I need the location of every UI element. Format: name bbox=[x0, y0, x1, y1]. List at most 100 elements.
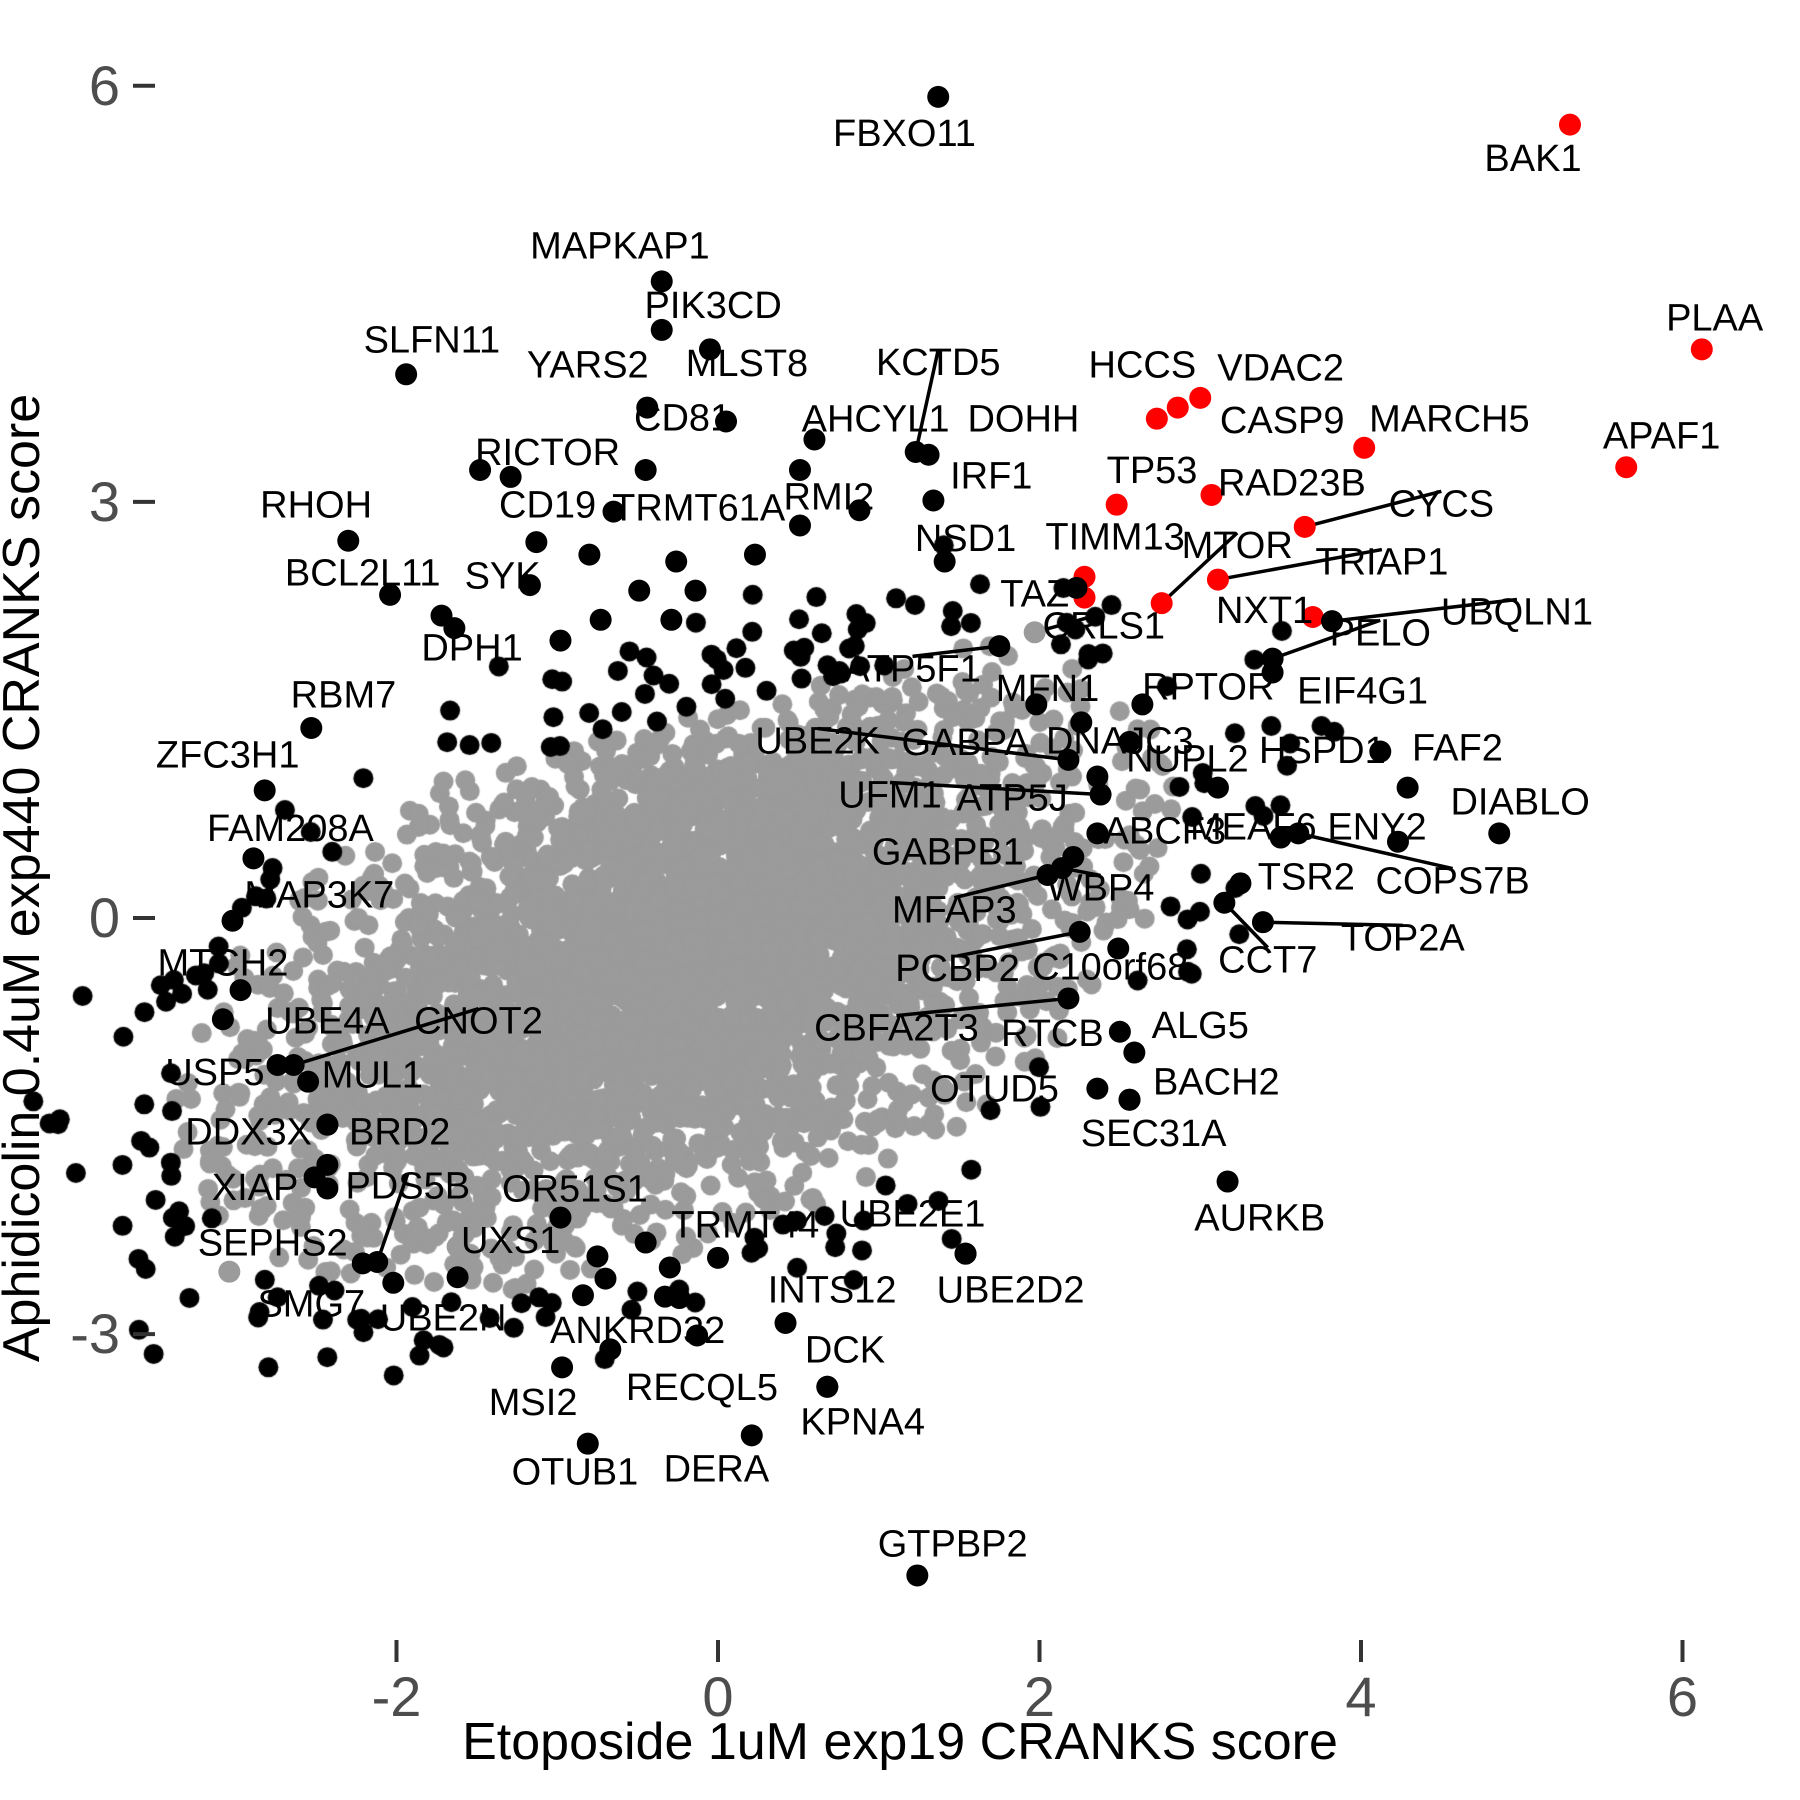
gene-label-UXS1: UXS1 bbox=[461, 1220, 560, 1262]
gene-point-MARCH5 bbox=[1353, 436, 1376, 459]
gene-label-ALG5: ALG5 bbox=[1152, 1005, 1249, 1047]
gene-label-OTUD5: OTUD5 bbox=[930, 1069, 1059, 1111]
gene-label-MTOR: MTOR bbox=[1182, 525, 1293, 567]
gene-point-VDAC2 bbox=[1189, 386, 1212, 409]
gene-point-MFAP3 bbox=[1036, 864, 1059, 887]
gene-label-NSD1: NSD1 bbox=[915, 518, 1016, 560]
gene-point-TP53 bbox=[1105, 493, 1128, 516]
gene-point-NSD1 bbox=[933, 550, 956, 573]
gene-label-ATP5J: ATP5J bbox=[957, 777, 1068, 819]
gene-point-CYCS bbox=[1293, 515, 1316, 538]
extra-point-12 bbox=[589, 608, 612, 631]
extra-point-6 bbox=[665, 550, 688, 573]
gene-label-ZFC3H1: ZFC3H1 bbox=[156, 734, 300, 776]
gene-label-PCBP2: PCBP2 bbox=[895, 948, 1020, 990]
gene-point-ANKRD32 bbox=[599, 1338, 622, 1361]
gene-point-DNAJC3 bbox=[1118, 730, 1141, 753]
gene-point-SMG7 bbox=[351, 1252, 374, 1275]
gene-label-HCCS: HCCS bbox=[1089, 345, 1197, 387]
leader-line-MTOR bbox=[1160, 531, 1239, 605]
leader-line-MFAP3 bbox=[953, 873, 1048, 900]
extra-point-14 bbox=[518, 574, 541, 597]
gene-label-MAPKAP1: MAPKAP1 bbox=[530, 225, 710, 267]
gene-label-USP5: USP5 bbox=[165, 1052, 264, 1094]
gene-point-OTUD5 bbox=[1086, 1077, 1109, 1100]
y-tick-label: -3 bbox=[70, 1302, 120, 1365]
gene-label-GABPA: GABPA bbox=[901, 722, 1030, 764]
gene-label-UBE4A: UBE4A bbox=[265, 1001, 390, 1043]
gene-label-CBFA2T3: CBFA2T3 bbox=[814, 1008, 979, 1050]
gene-label-DOHH: DOHH bbox=[967, 399, 1079, 441]
gene-point-GABPA bbox=[1070, 711, 1093, 734]
gene-label-XIAP: XIAP bbox=[212, 1167, 299, 1209]
gene-label-GABPB1: GABPB1 bbox=[872, 831, 1024, 873]
gene-label-RAD23B: RAD23B bbox=[1218, 462, 1366, 504]
gene-point-ZFC3H1 bbox=[253, 779, 276, 802]
gene-label-BACH2: BACH2 bbox=[1153, 1062, 1280, 1104]
gene-point-INTS12 bbox=[774, 1312, 797, 1335]
x-tick-label: 4 bbox=[1345, 1665, 1376, 1728]
leader-line-UBE2K bbox=[817, 726, 1069, 762]
gene-point-ENY2 bbox=[1386, 830, 1409, 853]
gene-label-OTUB1: OTUB1 bbox=[512, 1451, 639, 1493]
gene-point-TAZ bbox=[1065, 576, 1088, 599]
gene-point-APAF1 bbox=[1615, 456, 1638, 479]
gene-label-GTPBP2: GTPBP2 bbox=[878, 1524, 1028, 1566]
gene-label-MLST8: MLST8 bbox=[686, 343, 808, 385]
gene-point-MTOR bbox=[1150, 592, 1173, 615]
gene-label-DERA: DERA bbox=[664, 1449, 770, 1491]
gene-point-DIABLO bbox=[1488, 822, 1511, 845]
gene-label-MAP3K7: MAP3K7 bbox=[244, 874, 394, 916]
extra-point-7 bbox=[684, 579, 707, 602]
gene-label-AURKB: AURKB bbox=[1194, 1198, 1325, 1240]
gene-label-UBQLN1: UBQLN1 bbox=[1441, 591, 1593, 633]
gene-point-GTPBP2 bbox=[906, 1564, 929, 1587]
leader-line-TOP2A bbox=[1262, 920, 1403, 928]
gene-point-AHCYL1 bbox=[803, 428, 826, 451]
gene-label-BRD2: BRD2 bbox=[349, 1112, 450, 1154]
leader-line-UFM1 bbox=[889, 780, 1101, 797]
leader-line-CBFA2T3 bbox=[896, 996, 1069, 1018]
gene-label-HSPD1: HSPD1 bbox=[1259, 730, 1386, 772]
gene-label-FAM208A: FAM208A bbox=[207, 808, 375, 850]
gene-label-SMG7: SMG7 bbox=[257, 1284, 365, 1326]
gene-label-PIK3CD: PIK3CD bbox=[645, 285, 782, 327]
gene-label-RMI2: RMI2 bbox=[784, 476, 875, 518]
extra-point-10 bbox=[788, 458, 811, 481]
gene-point-DOHH bbox=[917, 443, 940, 466]
extra-point-13 bbox=[549, 629, 572, 652]
gene-point-NUPL2 bbox=[1206, 776, 1229, 799]
gene-label-CD81: CD81 bbox=[634, 397, 731, 439]
gene-point-BCL2L11 bbox=[379, 583, 402, 606]
gene-label-CASP9: CASP9 bbox=[1220, 400, 1345, 442]
y-axis-title: Aphidicolin 0.4uM exp440 CRANKS score bbox=[0, 393, 51, 1363]
gene-label-ABCF3: ABCF3 bbox=[1104, 811, 1226, 853]
gene-label-MEAF6: MEAF6 bbox=[1190, 806, 1317, 848]
gene-label-ENY2: ENY2 bbox=[1327, 806, 1426, 848]
gene-label-RBM7: RBM7 bbox=[291, 675, 397, 717]
gene-point-OR51S1 bbox=[549, 1206, 572, 1229]
x-tick-label: -2 bbox=[372, 1665, 422, 1728]
extra-point-15 bbox=[469, 458, 492, 481]
gene-label-UBE2K: UBE2K bbox=[755, 720, 880, 762]
gene-label-DPH1: DPH1 bbox=[421, 628, 522, 670]
gene-label-CNOT2: CNOT2 bbox=[414, 1001, 543, 1043]
gene-label-COPS7B: COPS7B bbox=[1376, 861, 1530, 903]
gene-label-DNAJC3: DNAJC3 bbox=[1046, 720, 1194, 762]
gene-point-RMI2 bbox=[788, 514, 811, 537]
gene-point-NXT1 bbox=[1301, 606, 1324, 629]
gene-label-SYK: SYK bbox=[465, 555, 541, 597]
x-tick-label: 6 bbox=[1667, 1665, 1698, 1728]
gene-label-RTCB: RTCB bbox=[1001, 1013, 1104, 1055]
gene-label-ATP5F1: ATP5F1 bbox=[844, 648, 981, 690]
x-tick-label: 0 bbox=[702, 1665, 733, 1728]
gene-label-CD19: CD19 bbox=[499, 485, 596, 527]
gene-label-BAK1: BAK1 bbox=[1484, 138, 1581, 180]
gene-point-PIK3CD bbox=[650, 318, 673, 341]
gene-point-MLST8 bbox=[698, 338, 721, 361]
y-tick-label: 3 bbox=[89, 470, 120, 533]
leader-line-CNOT2 bbox=[293, 1006, 479, 1067]
extra-point-17 bbox=[571, 1284, 594, 1307]
